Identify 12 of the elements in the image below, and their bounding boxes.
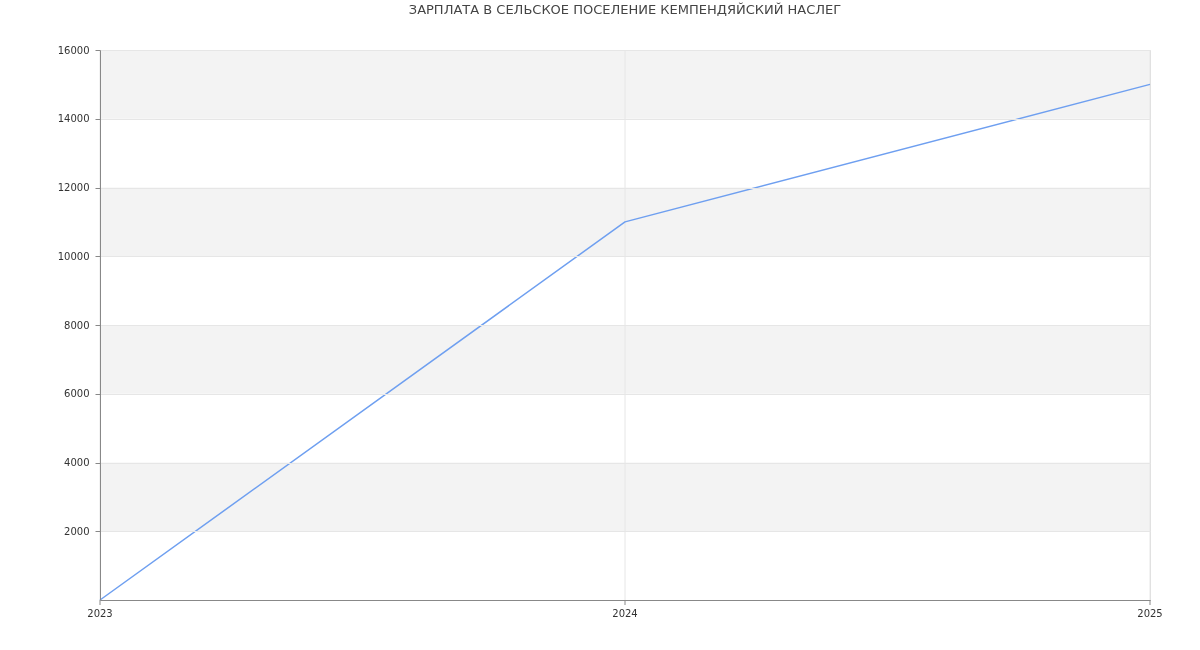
chart-title: ЗАРПЛАТА В СЕЛЬСКОЕ ПОСЕЛЕНИЕ КЕМПЕНДЯЙСКИЙ НАСЛЕГ [408,2,842,17]
y-tick-label: 4000 [64,457,90,468]
x-tick-label: 2024 [612,608,638,619]
y-tick-label: 6000 [64,388,90,400]
x-tick-label: 2025 [1137,608,1163,619]
x-tick-label: 2023 [87,608,113,619]
y-tick-label: 10000 [57,250,90,262]
y-tick-label: 8000 [64,319,90,331]
y-tick-label: 12000 [57,182,90,193]
y-tick-label: 2000 [64,525,90,537]
y-tick-label: 16000 [57,44,90,56]
y-tick-label: 14000 [57,113,90,125]
